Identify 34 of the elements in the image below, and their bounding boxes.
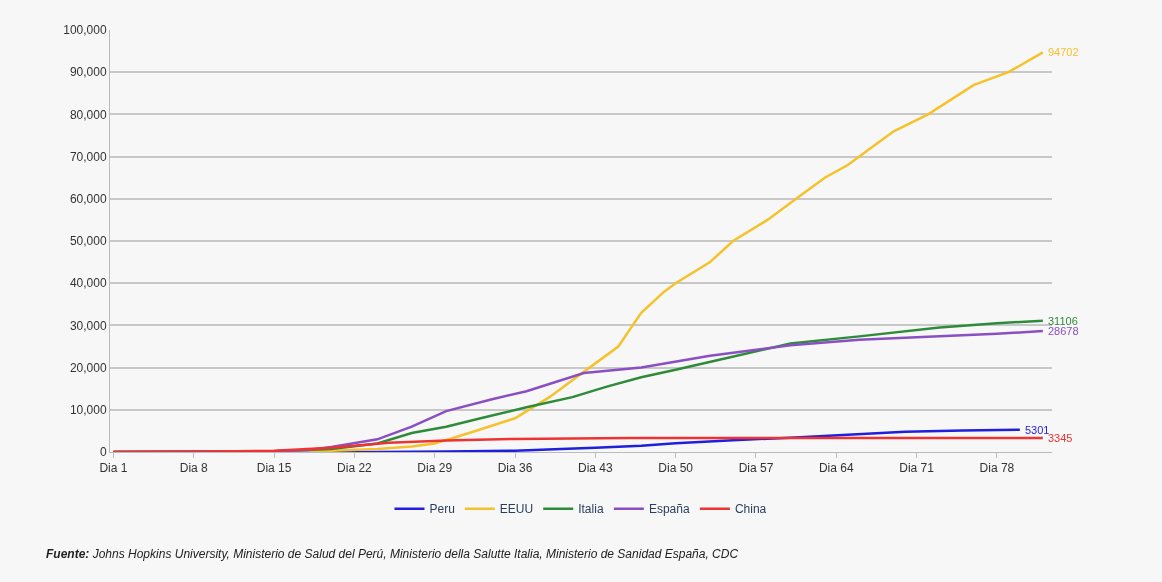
legend-label: Italia [578,502,604,517]
y-tick-label: 0 [99,445,107,460]
x-tick-label: Dia 50 [658,461,694,476]
legend-label: España [648,502,690,517]
x-tick-label: Dia 15 [256,461,292,476]
x-tick-label: Dia 64 [818,461,854,476]
legend-label: Peru [429,502,455,517]
x-tick-label: Dia 22 [337,461,373,476]
y-tick-label: 60,000 [69,192,107,206]
x-tick-label: Dia 57 [738,461,774,476]
y-tick-label: 20,000 [69,360,107,375]
data-label: 31106 [1048,315,1078,327]
x-tick-label: Dia 8 [179,461,209,476]
y-tick-label: 50,000 [69,234,107,249]
data-label: 94702 [1048,46,1079,58]
y-tick-label: 30,000 [69,318,107,333]
x-tick-label: Dia 29 [417,461,453,476]
x-tick-label: Dia 36 [497,461,533,476]
x-tick-label: Dia 1 [99,461,128,476]
legend-label: EEUU [499,502,534,517]
data-label: 28678 [1048,325,1079,337]
data-label: 3345 [1048,432,1073,444]
y-tick-label: 100,000 [63,23,107,38]
y-tick-label: 80,000 [69,107,107,122]
x-tick-label: Dia 78 [979,461,1015,476]
line-series [112,436,1045,452]
source-note: Fuente: Johns Hopkins University, Ministerio de Salud del Perú, Ministerio della Salutte Italia, Ministerio de Sanidad España, CDC [46,547,739,561]
x-tick-label: Dia 43 [578,461,614,476]
y-tick-label: 10,000 [69,403,107,417]
y-tick-label: 70,000 [69,149,107,164]
legend-label: China [734,502,767,517]
y-tick-label: 40,000 [69,276,107,291]
x-tick-label: Dia 71 [899,461,935,476]
y-tick-label: 90,000 [69,65,107,80]
